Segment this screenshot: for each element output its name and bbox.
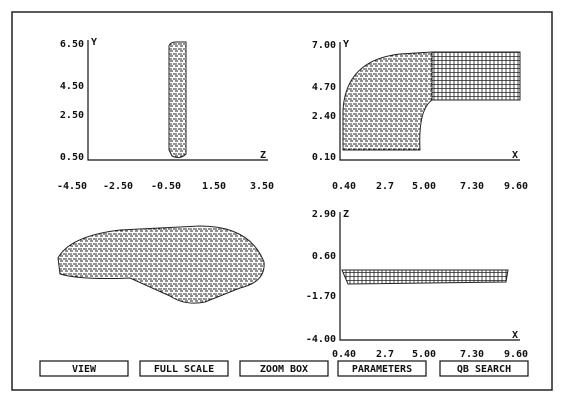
x-tick-label: 5.00 <box>412 349 436 360</box>
y-tick-label: 6.50 <box>60 39 84 50</box>
button-box <box>139 360 229 377</box>
x-tick-label: -0.50 <box>151 181 181 192</box>
x-axis-label: Z <box>260 150 266 161</box>
x-tick-label: 0.40 <box>332 181 356 192</box>
axes <box>339 212 520 341</box>
button-label: ZOOM BOX <box>260 364 308 375</box>
y-tick-label: 2.50 <box>60 110 84 121</box>
x-tick-label: 9.60 <box>504 181 528 192</box>
y-tick-label: -4.00 <box>306 334 336 345</box>
x-axis-label: X <box>512 330 518 341</box>
button-box <box>239 360 329 377</box>
button[interactable]: QB SEARCH <box>439 360 529 377</box>
axes <box>87 40 268 161</box>
x-tick-label: 2.7 <box>376 181 394 192</box>
mesh-side-view <box>168 41 187 159</box>
y-tick-label: 0.60 <box>312 251 336 262</box>
y-tick-label: 4.70 <box>312 82 336 93</box>
button[interactable]: PARAMETERS <box>337 360 427 377</box>
y-axis-label: Y <box>343 39 349 50</box>
button-box <box>39 360 129 377</box>
y-axis-label: Y <box>91 37 97 48</box>
x-tick-label: -2.50 <box>103 181 133 192</box>
mesh-top-view-straight <box>431 51 521 101</box>
x-tick-label: 2.7 <box>376 349 394 360</box>
x-tick-label: 0.40 <box>332 349 356 360</box>
x-tick-label: 7.30 <box>460 349 484 360</box>
button-label: VIEW <box>72 364 97 375</box>
y-tick-label: 0.10 <box>312 152 336 163</box>
x-tick-label: 1.50 <box>202 181 226 192</box>
y-tick-label: 4.50 <box>60 81 84 92</box>
button-label: FULL SCALE <box>154 364 214 375</box>
button[interactable]: FULL SCALE <box>139 360 229 377</box>
y-tick-label: 0.50 <box>60 152 84 163</box>
y-axis-label: Z <box>343 209 349 220</box>
mesh-iso-view <box>57 225 265 304</box>
frame <box>11 11 553 391</box>
button-label: PARAMETERS <box>352 364 412 375</box>
y-tick-label: 2.90 <box>312 209 336 220</box>
x-tick-label: 5.00 <box>412 181 436 192</box>
x-tick-label: 9.60 <box>504 349 528 360</box>
y-tick-label: 2.40 <box>312 111 336 122</box>
y-tick-label: 7.00 <box>312 40 336 51</box>
x-tick-label: 7.30 <box>460 181 484 192</box>
button[interactable]: ZOOM BOX <box>239 360 329 377</box>
button-box <box>337 360 427 377</box>
mesh-front-view <box>341 269 509 285</box>
button-label: QB SEARCH <box>457 364 511 375</box>
button-box <box>439 360 529 377</box>
x-axis-label: X <box>512 150 518 161</box>
x-tick-label: -4.50 <box>57 181 87 192</box>
axes <box>339 42 520 161</box>
x-tick-label: 3.50 <box>250 181 274 192</box>
button[interactable]: VIEW <box>39 360 129 377</box>
y-tick-label: -1.70 <box>306 291 336 302</box>
